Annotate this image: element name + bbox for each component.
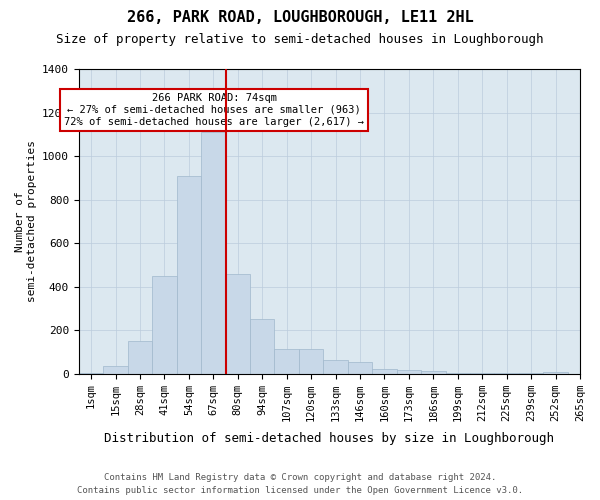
Bar <box>397 370 421 374</box>
Text: 266, PARK ROAD, LOUGHBOROUGH, LE11 2HL: 266, PARK ROAD, LOUGHBOROUGH, LE11 2HL <box>127 10 473 25</box>
Bar <box>79 372 103 374</box>
Bar <box>494 373 519 374</box>
Y-axis label: Number of
semi-detached properties: Number of semi-detached properties <box>15 140 37 302</box>
Bar <box>176 176 201 374</box>
Bar <box>348 362 372 374</box>
Bar <box>152 276 176 374</box>
Bar <box>470 372 494 374</box>
Bar <box>421 372 446 374</box>
X-axis label: Distribution of semi-detached houses by size in Loughborough: Distribution of semi-detached houses by … <box>104 432 554 445</box>
Bar <box>323 360 348 374</box>
Bar <box>446 372 470 374</box>
Bar <box>274 348 299 374</box>
Text: 266 PARK ROAD: 74sqm
← 27% of semi-detached houses are smaller (963)
72% of semi: 266 PARK ROAD: 74sqm ← 27% of semi-detac… <box>64 94 364 126</box>
Bar <box>201 132 226 374</box>
Bar <box>226 274 250 374</box>
Text: Size of property relative to semi-detached houses in Loughborough: Size of property relative to semi-detach… <box>56 32 544 46</box>
Bar <box>250 320 274 374</box>
Bar <box>103 366 128 374</box>
Text: Contains HM Land Registry data © Crown copyright and database right 2024.
Contai: Contains HM Land Registry data © Crown c… <box>77 474 523 495</box>
Bar <box>372 370 397 374</box>
Bar <box>544 372 568 374</box>
Bar <box>128 341 152 374</box>
Bar <box>299 348 323 374</box>
